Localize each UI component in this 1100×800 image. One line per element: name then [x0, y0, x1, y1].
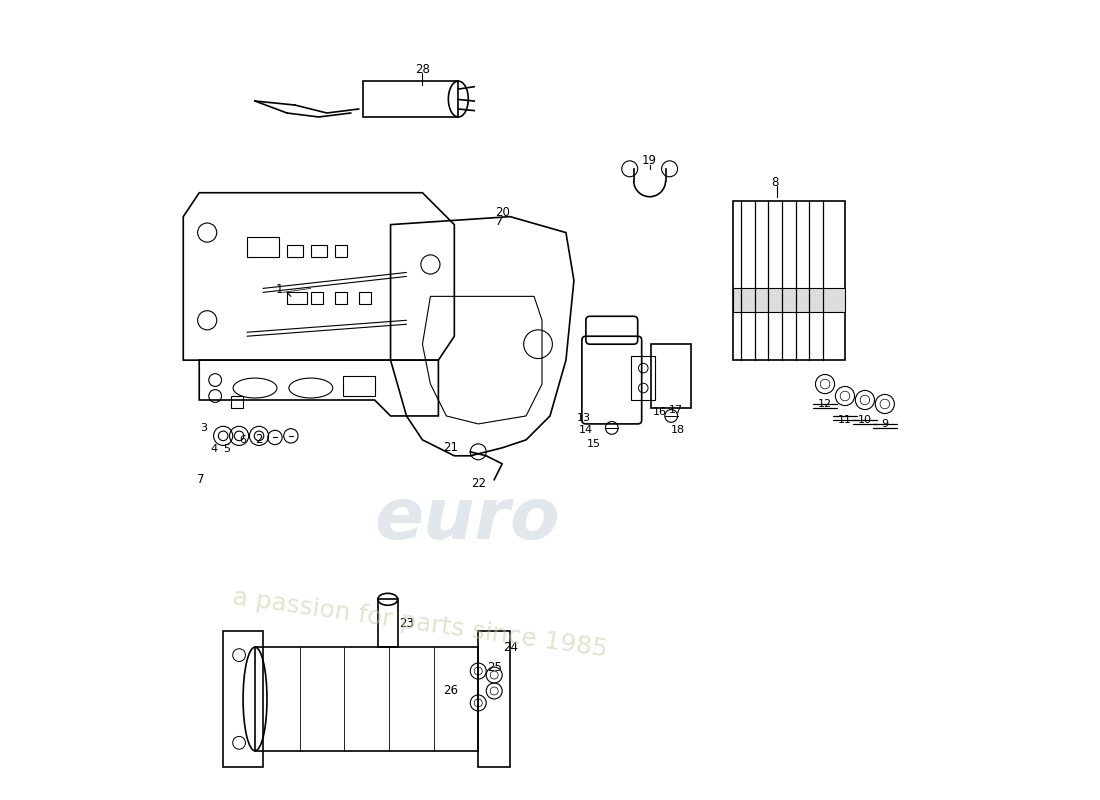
Text: 3: 3	[200, 423, 207, 433]
Bar	[734, 201, 845, 360]
Bar	[651, 344, 691, 408]
Bar	[631, 356, 656, 400]
Text: 19: 19	[642, 154, 657, 167]
Text: 21: 21	[443, 442, 458, 454]
Bar	[377, 599, 398, 647]
Bar	[287, 245, 303, 257]
Text: 18: 18	[671, 426, 684, 435]
Bar	[248, 237, 279, 257]
Bar	[311, 245, 327, 257]
Text: 7: 7	[197, 474, 205, 486]
Bar	[287, 292, 307, 304]
Text: 24: 24	[503, 641, 518, 654]
Text: a passion for parts since 1985: a passion for parts since 1985	[231, 585, 609, 662]
Text: 25: 25	[487, 661, 502, 674]
Text: euro: euro	[375, 485, 560, 554]
Text: 9: 9	[881, 419, 889, 429]
Text: 4: 4	[210, 445, 217, 454]
Text: 23: 23	[399, 617, 414, 630]
Text: 2: 2	[255, 434, 263, 446]
Bar	[311, 292, 322, 304]
Text: 5: 5	[223, 445, 231, 454]
Text: 15: 15	[586, 439, 601, 449]
Text: 6: 6	[240, 435, 246, 445]
Bar	[359, 292, 371, 304]
Text: 28: 28	[415, 62, 430, 76]
Bar	[334, 245, 346, 257]
Text: 13: 13	[576, 414, 591, 423]
Text: 14: 14	[579, 426, 593, 435]
Text: 17: 17	[669, 405, 683, 414]
Text: 10: 10	[858, 415, 872, 425]
Text: 12: 12	[818, 399, 832, 409]
Text: 16: 16	[653, 407, 667, 417]
Bar	[478, 631, 510, 766]
Text: 22: 22	[471, 478, 486, 490]
Bar	[343, 376, 375, 396]
Bar	[734, 288, 845, 312]
Bar	[223, 631, 263, 766]
Text: 1: 1	[275, 283, 283, 297]
Text: 20: 20	[495, 206, 509, 219]
Bar	[231, 396, 243, 408]
Bar	[255, 647, 478, 750]
Text: 11: 11	[838, 415, 853, 425]
Text: 26: 26	[443, 685, 458, 698]
Bar	[334, 292, 346, 304]
Text: 8: 8	[771, 176, 779, 189]
